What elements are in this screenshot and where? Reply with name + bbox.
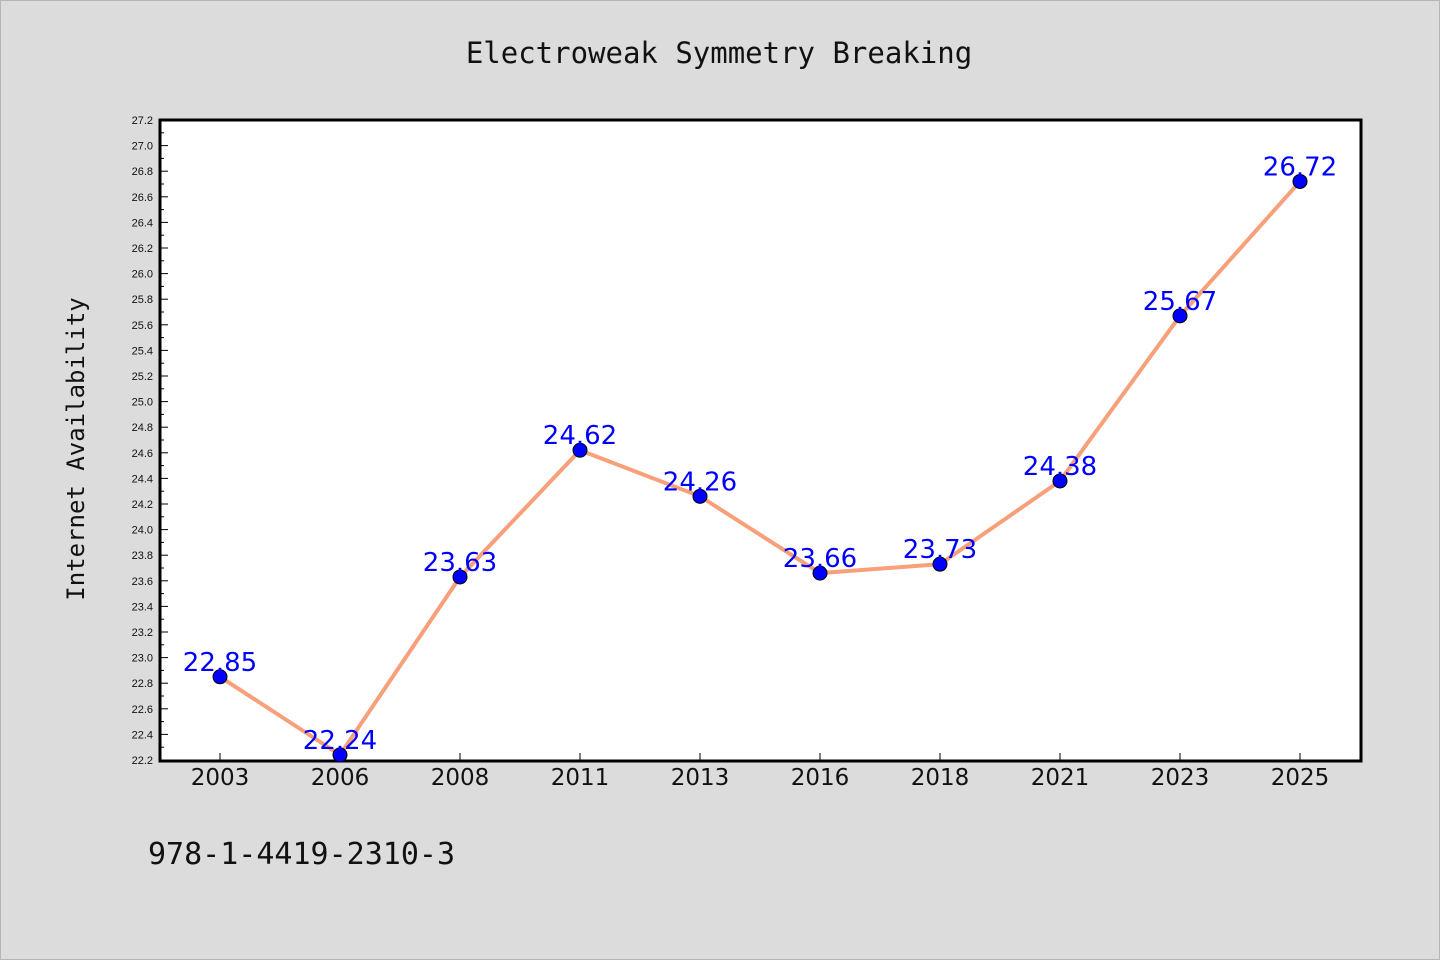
- y-tick-label: 23.6: [132, 576, 153, 588]
- y-tick-label: 26.6: [132, 192, 153, 204]
- y-tick-label: 23.0: [132, 653, 153, 665]
- data-point: [332, 747, 348, 763]
- data-point: [572, 442, 588, 458]
- y-tick-label: 22.4: [132, 729, 153, 741]
- data-label: 22.85: [183, 648, 257, 678]
- data-point: [1052, 473, 1068, 489]
- x-tick-label: 2018: [911, 765, 970, 791]
- y-tick-label: 24.4: [132, 473, 153, 485]
- y-tick-label: 22.2: [132, 755, 153, 767]
- series-group: [212, 173, 1308, 763]
- y-tick-label: 24.0: [132, 525, 153, 537]
- y-tick-label: 23.8: [132, 550, 153, 562]
- data-label: 23.66: [783, 544, 857, 574]
- data-label: 22.24: [303, 726, 377, 756]
- data-label: 23.63: [423, 548, 497, 578]
- x-tick-label: 2006: [311, 765, 370, 791]
- data-label: 25.67: [1143, 287, 1217, 317]
- x-tick-label: 2016: [791, 765, 850, 791]
- data-labels: 22.85 22.24 23.63 24.62 24.26 23.66 23.73 24.38…: [183, 152, 1337, 755]
- y-axis: 22.2 22.4 22.6 22.8 23.0 23.2 23.4 23.6 23.8 24.0…: [132, 115, 168, 767]
- data-label: 24.38: [1023, 452, 1097, 482]
- data-point: [932, 556, 948, 572]
- y-tick-label: 25.2: [132, 371, 153, 383]
- y-tick-label: 22.6: [132, 704, 153, 716]
- x-tick-label: 2021: [1031, 765, 1090, 791]
- y-tick-label: 26.8: [132, 166, 153, 178]
- y-tick-label: 25.4: [132, 345, 153, 357]
- y-tick-label: 23.2: [132, 627, 153, 639]
- x-tick-label: 2013: [671, 765, 730, 791]
- y-tick-label: 26.4: [132, 217, 153, 229]
- footnote-isbn: 978-1-4419-2310-3: [148, 837, 455, 872]
- y-tick-label: 27.0: [132, 141, 153, 153]
- y-axis-title: Internet Availability: [62, 297, 90, 600]
- y-tick-label: 25.0: [132, 397, 153, 409]
- y-tick-label: 24.8: [132, 422, 153, 434]
- x-tick-label: 2011: [551, 765, 610, 791]
- data-point: [452, 569, 468, 585]
- data-point: [1172, 308, 1188, 324]
- data-point: [1292, 173, 1308, 189]
- y-tick-label: 25.8: [132, 294, 153, 306]
- y-tick-label: 27.2: [132, 115, 153, 127]
- chart-title: Electroweak Symmetry Breaking: [466, 36, 972, 70]
- x-axis: 2003 2006 2008 2011 2013 2016 2018 2021 2023 2025: [191, 753, 1330, 791]
- y-tick-label: 24.2: [132, 499, 153, 511]
- y-tick-label: 23.4: [132, 601, 153, 613]
- y-tick-label: 24.6: [132, 448, 153, 460]
- data-point: [212, 669, 228, 685]
- x-tick-label: 2025: [1271, 765, 1330, 791]
- data-label: 24.26: [663, 467, 737, 497]
- data-point: [812, 565, 828, 581]
- series-line: [218, 179, 1302, 757]
- x-tick-label: 2023: [1151, 765, 1210, 791]
- y-tick-label: 26.2: [132, 243, 153, 255]
- y-tick-label: 22.8: [132, 678, 153, 690]
- data-label: 26.72: [1263, 152, 1337, 182]
- x-tick-label: 2008: [431, 765, 490, 791]
- data-label: 24.62: [543, 421, 617, 451]
- x-tick-label: 2003: [191, 765, 250, 791]
- plot-area: [158, 118, 1363, 763]
- data-point: [692, 488, 708, 504]
- y-tick-label: 25.6: [132, 320, 153, 332]
- data-label: 23.73: [903, 535, 977, 565]
- y-tick-label: 26.0: [132, 269, 153, 281]
